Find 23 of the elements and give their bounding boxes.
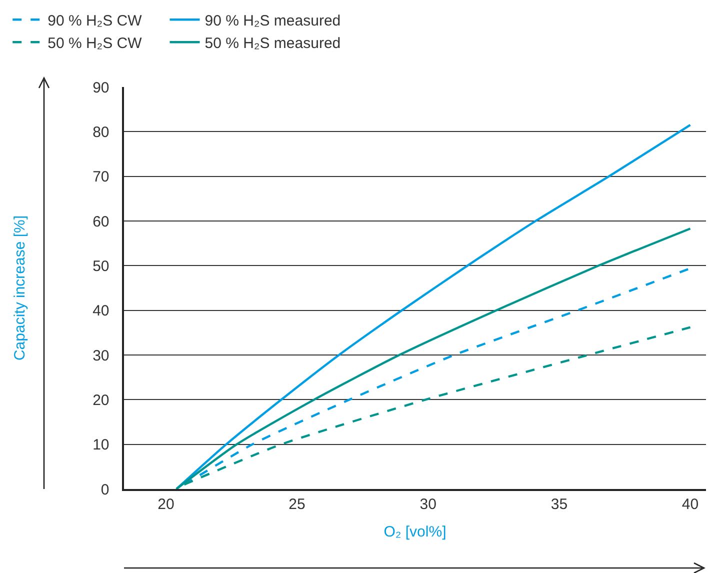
y-tick-label: 0 [100,481,110,498]
y-tick-label: 50 [92,258,110,275]
y-tick-label: 60 [92,213,110,230]
x-tick-label: 25 [288,496,306,513]
y-tick-label: 80 [92,124,110,141]
y-tick-label: 90 [92,79,110,96]
y-tick-label: 30 [92,347,110,364]
x-tick-label: 30 [420,496,436,513]
y-tick-label: 40 [92,302,110,320]
x-axis-title: O₂ [vol%] [384,523,446,540]
y-tick-label: 20 [92,392,110,409]
line-series [175,227,692,489]
legend-label: 90 % H₂S CW [48,12,143,30]
legend-label: 50 % H₂S measured [204,34,341,52]
x-tick-label: 40 [682,496,699,513]
legend-label: 90 % H₂S measured [204,12,341,30]
y-tick-label: 10 [92,436,110,454]
x-tick-label: 35 [550,496,568,513]
x-tick-label: 20 [158,496,174,513]
y-tick-label: 70 [92,168,110,186]
y-axis-title: Capacity increase [%] [11,215,28,361]
line-series [175,124,692,489]
legend-label: 50 % H₂S CW [48,34,143,52]
